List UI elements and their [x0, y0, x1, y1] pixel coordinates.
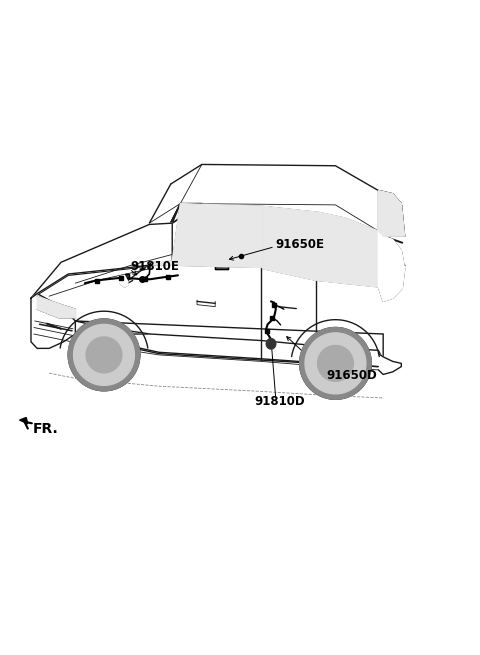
Polygon shape [149, 164, 378, 231]
Polygon shape [150, 204, 202, 263]
Text: FR.: FR. [33, 422, 58, 436]
Polygon shape [75, 321, 383, 360]
Polygon shape [378, 354, 401, 375]
Polygon shape [31, 293, 75, 348]
Polygon shape [263, 206, 316, 280]
Polygon shape [300, 328, 371, 400]
Polygon shape [318, 345, 353, 381]
Polygon shape [305, 333, 366, 394]
Text: 91810E: 91810E [130, 260, 179, 273]
Text: 91810D: 91810D [254, 395, 305, 407]
Polygon shape [266, 339, 276, 349]
Polygon shape [20, 417, 28, 423]
Polygon shape [31, 223, 172, 298]
Polygon shape [37, 296, 75, 318]
Polygon shape [215, 259, 228, 269]
Polygon shape [73, 324, 134, 385]
Polygon shape [152, 204, 262, 267]
Polygon shape [75, 334, 383, 367]
Polygon shape [86, 337, 122, 373]
Polygon shape [120, 275, 128, 287]
Polygon shape [378, 191, 405, 236]
Polygon shape [318, 212, 378, 287]
Polygon shape [124, 274, 129, 278]
Text: 91650D: 91650D [327, 369, 378, 382]
Text: 91650E: 91650E [276, 238, 325, 250]
Polygon shape [378, 191, 405, 301]
Polygon shape [68, 319, 140, 391]
